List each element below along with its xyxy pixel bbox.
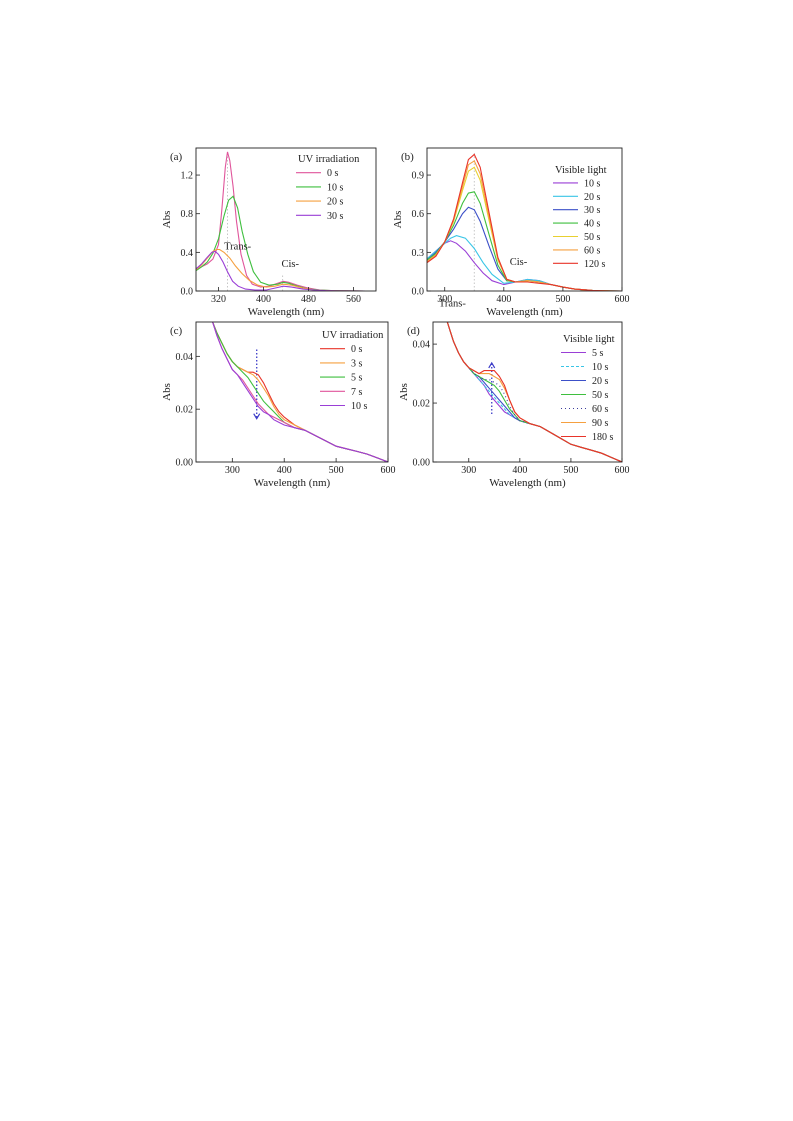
x-axis-label: Wavelength (nm) xyxy=(489,477,566,489)
legend-title: UV irradiation xyxy=(322,330,384,341)
y-axis-label: Abs xyxy=(161,383,173,401)
x-tick-label: 600 xyxy=(615,294,630,305)
legend-entry: 3 s xyxy=(351,358,363,369)
legend-entry: 60 s xyxy=(592,404,609,415)
y-axis-label: Abs xyxy=(161,211,173,229)
legend-entry: 10 s xyxy=(351,401,368,412)
legend-entry: 0 s xyxy=(351,344,363,355)
x-tick-label: 480 xyxy=(301,294,316,305)
y-tick-label: 0.04 xyxy=(413,340,431,351)
y-tick-label: 0.8 xyxy=(181,209,194,220)
x-tick-label: 560 xyxy=(346,294,361,305)
legend-entry: 20 s xyxy=(592,376,609,387)
legend-title: Visible light xyxy=(555,165,607,176)
series-line-30s xyxy=(196,250,365,291)
legend-entry: 90 s xyxy=(592,418,609,429)
y-tick-label: 0.3 xyxy=(412,248,425,259)
x-tick-label: 500 xyxy=(563,465,578,476)
x-tick-label: 400 xyxy=(496,294,511,305)
series-group xyxy=(427,153,622,291)
legend-entry: 180 s xyxy=(592,432,614,443)
annotation-label: Trans- xyxy=(439,298,467,309)
y-tick-label: 0.00 xyxy=(176,458,194,469)
legend-entry: 60 s xyxy=(584,245,601,256)
x-tick-label: 500 xyxy=(555,294,570,305)
series-line-20s xyxy=(196,248,365,291)
y-tick-label: 0.02 xyxy=(176,405,194,416)
series-group xyxy=(212,322,388,462)
y-tick-label: 0.6 xyxy=(412,209,425,220)
annotation-label: Cis- xyxy=(510,257,528,268)
legend-entry: 30 s xyxy=(327,211,344,222)
legend-entry: 20 s xyxy=(327,197,344,208)
legend-entry: 30 s xyxy=(584,205,601,216)
y-tick-label: 1.2 xyxy=(181,171,194,182)
legend-entry: 20 s xyxy=(584,192,601,203)
y-tick-label: 0.00 xyxy=(413,458,431,469)
arrow-head-up xyxy=(488,361,496,369)
y-tick-label: 0.9 xyxy=(412,171,425,182)
arrow-head-down xyxy=(253,413,261,420)
legend-entry: 10 s xyxy=(584,178,601,189)
legend-entry: 10 s xyxy=(327,182,344,193)
x-tick-label: 600 xyxy=(615,465,630,476)
y-axis-label: Abs xyxy=(398,383,410,401)
y-tick-label: 0.0 xyxy=(181,287,194,298)
x-tick-label: 320 xyxy=(211,294,226,305)
series-group xyxy=(196,151,365,291)
annotation-label: Cis- xyxy=(282,259,300,270)
legend-entry: 10 s xyxy=(592,362,609,373)
legend-entry: 50 s xyxy=(584,232,601,243)
x-tick-label: 400 xyxy=(256,294,271,305)
legend-entry: 5 s xyxy=(351,373,363,384)
series-line-10s xyxy=(212,322,388,462)
series-line-180s xyxy=(446,322,622,462)
x-axis-label: Wavelength (nm) xyxy=(254,477,331,489)
annotation-label: Trans- xyxy=(224,241,252,252)
x-tick-label: 600 xyxy=(381,465,396,476)
legend-entry: 7 s xyxy=(351,387,363,398)
legend-entry: 5 s xyxy=(592,348,604,359)
legend-entry: 50 s xyxy=(592,390,609,401)
x-tick-label: 400 xyxy=(512,465,527,476)
chart-panel-a: (a) 320 400 480 560 0.0 0.4 0.8 1.2 Wavelength (n… xyxy=(161,147,377,318)
panel-label: (c) xyxy=(170,325,183,337)
legend-title: Visible light xyxy=(563,334,615,345)
series-line-120s xyxy=(427,153,622,291)
plot-frame xyxy=(195,321,389,463)
chart-panel-d: (d) 300 400 500 600 0.00 0.02 0.04 Wavelength (n… xyxy=(398,321,630,489)
x-axis-label: Wavelength (nm) xyxy=(486,306,563,318)
panel-label: (a) xyxy=(170,151,183,163)
series-group xyxy=(446,322,622,462)
x-axis-label: Wavelength (nm) xyxy=(248,306,325,318)
chart-panel-b: (b) 300 400 500 600 0.0 0.3 0.6 0.9 Wavelength (n… xyxy=(392,147,630,318)
panel-label: (b) xyxy=(401,151,414,163)
x-tick-label: 400 xyxy=(277,465,292,476)
chart-panel-c: (c) 300 400 500 600 0.00 0.02 0.04 Wavelength (n… xyxy=(161,321,396,489)
x-tick-label: 300 xyxy=(437,294,452,305)
y-tick-label: 0.02 xyxy=(413,399,431,410)
plot-frame xyxy=(195,147,377,292)
x-tick-label: 500 xyxy=(329,465,344,476)
legend-entry: 120 s xyxy=(584,259,606,270)
legend-entry: 0 s xyxy=(327,168,339,179)
plot-frame xyxy=(426,147,623,292)
legend-title: UV irradiation xyxy=(298,154,360,165)
panel-label: (d) xyxy=(407,325,420,337)
y-tick-label: 0.04 xyxy=(176,352,194,363)
y-tick-label: 0.0 xyxy=(412,287,425,298)
y-tick-label: 0.4 xyxy=(181,248,194,259)
legend-entry: 40 s xyxy=(584,219,601,230)
x-tick-label: 300 xyxy=(461,465,476,476)
y-axis-label: Abs xyxy=(392,211,404,229)
x-tick-label: 300 xyxy=(225,465,240,476)
plot-frame xyxy=(432,321,623,463)
